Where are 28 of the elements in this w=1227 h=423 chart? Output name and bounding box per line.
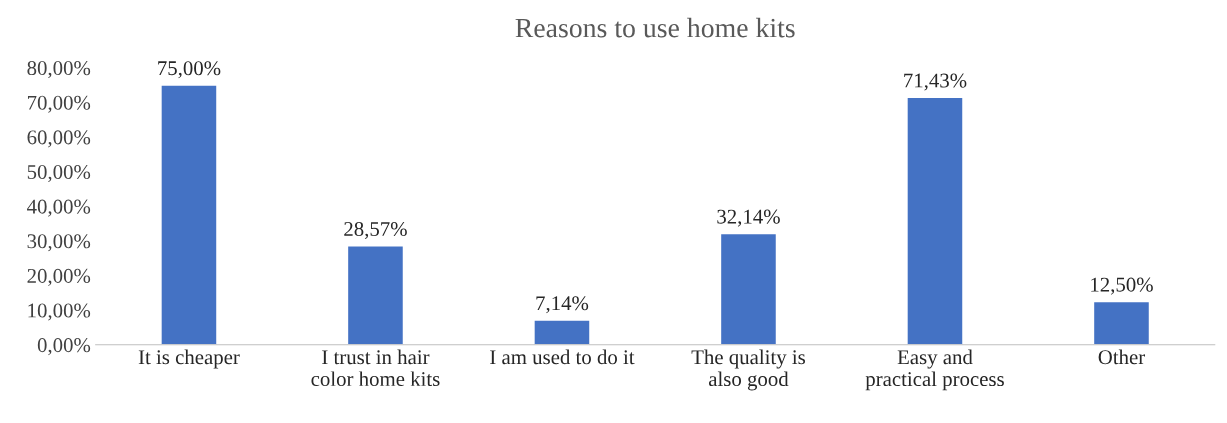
chart-title: Reasons to use home kits bbox=[515, 17, 795, 38]
x-tick-label: I trust in hair color home kits bbox=[311, 349, 440, 387]
data-label: 7,14% bbox=[536, 296, 589, 314]
data-label: 71,43% bbox=[904, 73, 967, 91]
y-tick-label: 30,00% bbox=[27, 234, 91, 252]
x-tick-label: Other bbox=[1098, 349, 1146, 365]
x-tick-label: The quality is also good bbox=[691, 349, 805, 391]
data-label: 75,00% bbox=[158, 61, 221, 79]
x-tick-label: I am used to do it bbox=[490, 349, 635, 365]
y-tick-label: 10,00% bbox=[28, 303, 91, 321]
y-tick-label: 80,00% bbox=[27, 61, 91, 79]
bar bbox=[719, 232, 778, 345]
x-tick-label: Easy and practical process bbox=[865, 349, 1004, 391]
y-tick-label: 20,00% bbox=[27, 268, 91, 286]
bar bbox=[906, 96, 964, 345]
y-tick-label: 50,00% bbox=[27, 164, 91, 183]
bar bbox=[533, 319, 591, 345]
bar bbox=[346, 245, 405, 345]
data-label: 28,57% bbox=[344, 221, 407, 240]
y-tick-label: 40,00% bbox=[27, 199, 91, 217]
x-tick-label: It is cheaper bbox=[138, 349, 240, 369]
bar bbox=[160, 84, 218, 345]
data-label: 12,50% bbox=[1091, 277, 1153, 295]
y-tick-label: 60,00% bbox=[27, 130, 91, 148]
data-label: 32,14% bbox=[717, 209, 780, 227]
y-tick-label: 0,00% bbox=[37, 338, 91, 356]
bar bbox=[1092, 300, 1151, 345]
y-tick-label: 70,00% bbox=[27, 95, 91, 113]
